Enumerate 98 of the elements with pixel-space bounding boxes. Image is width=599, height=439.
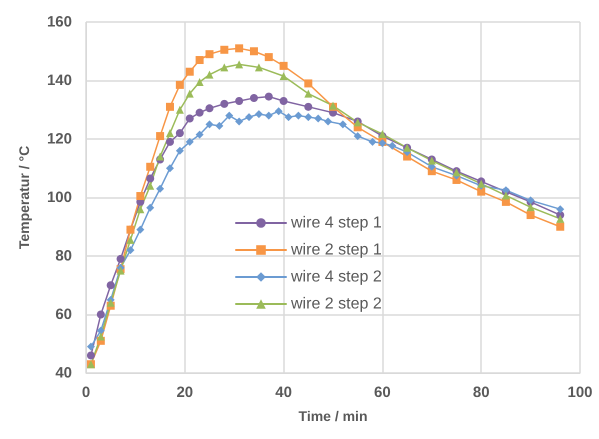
point xyxy=(338,120,347,128)
point xyxy=(186,90,194,98)
point xyxy=(264,92,273,101)
y-tick-label: 80 xyxy=(55,248,72,264)
point xyxy=(304,113,312,122)
y-tick-label: 140 xyxy=(46,72,72,89)
point xyxy=(196,130,204,139)
x-tick-label: 60 xyxy=(374,384,391,401)
point xyxy=(526,203,535,212)
point xyxy=(186,138,194,146)
point xyxy=(280,62,288,70)
point xyxy=(250,94,258,102)
point xyxy=(556,222,564,231)
point xyxy=(206,70,214,79)
y-tick-label: 120 xyxy=(46,130,72,148)
point xyxy=(186,68,194,76)
legend-label: wire 2 step 1 xyxy=(290,242,382,258)
x-tick-label: 40 xyxy=(275,384,292,401)
point xyxy=(280,96,288,105)
point xyxy=(166,164,174,172)
point xyxy=(388,142,396,150)
y-tick-label: 60 xyxy=(55,306,72,323)
point xyxy=(106,281,115,290)
point xyxy=(294,112,302,120)
x-tick-label: 20 xyxy=(176,384,194,401)
point xyxy=(96,326,105,335)
point xyxy=(264,112,273,120)
point xyxy=(245,113,254,122)
point xyxy=(235,60,244,68)
x-tick-label: 80 xyxy=(472,384,490,401)
point xyxy=(146,162,154,171)
point xyxy=(254,110,263,118)
point xyxy=(166,102,174,111)
point xyxy=(304,79,312,88)
legend-label: wire 4 step 1 xyxy=(290,214,382,232)
point xyxy=(126,236,134,244)
point xyxy=(106,298,115,307)
point xyxy=(235,117,244,126)
y-tick-label: 40 xyxy=(55,364,72,382)
point xyxy=(254,63,263,72)
point xyxy=(304,102,312,111)
point xyxy=(556,214,564,223)
point xyxy=(206,120,214,128)
x-tick-label: 0 xyxy=(82,384,90,401)
point xyxy=(225,112,234,120)
y-tick-label: 160 xyxy=(46,14,72,30)
point xyxy=(368,138,377,146)
point xyxy=(176,80,184,89)
point xyxy=(354,132,362,140)
point xyxy=(186,114,194,123)
point xyxy=(166,129,174,138)
point xyxy=(146,174,154,182)
point xyxy=(96,310,105,318)
point xyxy=(146,182,154,190)
point xyxy=(220,100,228,108)
point xyxy=(206,50,214,58)
point xyxy=(284,113,293,122)
point xyxy=(274,107,283,116)
x-axis-title: Time / min xyxy=(298,408,368,424)
y-tick-label: 100 xyxy=(46,189,72,206)
point xyxy=(196,108,204,117)
point xyxy=(526,211,535,220)
point xyxy=(136,226,144,234)
point xyxy=(206,104,214,112)
point xyxy=(116,254,125,263)
point xyxy=(196,56,204,64)
point xyxy=(176,146,184,155)
point xyxy=(156,184,164,193)
point xyxy=(215,122,224,130)
point xyxy=(280,72,288,80)
point xyxy=(136,192,144,200)
point xyxy=(556,205,564,214)
point xyxy=(304,90,312,98)
point xyxy=(196,78,204,86)
y-axis-title: Temperatur / °C xyxy=(16,146,32,250)
point xyxy=(176,106,184,114)
point xyxy=(502,191,510,200)
x-tick-label: 100 xyxy=(567,384,593,401)
point xyxy=(96,332,105,340)
point xyxy=(86,342,95,351)
point xyxy=(264,53,273,62)
point xyxy=(235,96,244,105)
point xyxy=(314,114,322,123)
point xyxy=(146,204,154,212)
point xyxy=(156,132,164,140)
legend-label: wire 4 step 2 xyxy=(290,268,382,286)
point xyxy=(235,44,244,52)
point xyxy=(250,47,258,56)
point xyxy=(166,138,174,146)
point xyxy=(220,46,228,54)
point xyxy=(176,129,184,138)
point xyxy=(126,246,134,254)
point xyxy=(220,63,228,72)
legend-label: wire 2 step 2 xyxy=(290,296,382,312)
point xyxy=(324,117,332,126)
point xyxy=(136,205,144,214)
point xyxy=(156,152,164,161)
point xyxy=(86,351,95,360)
